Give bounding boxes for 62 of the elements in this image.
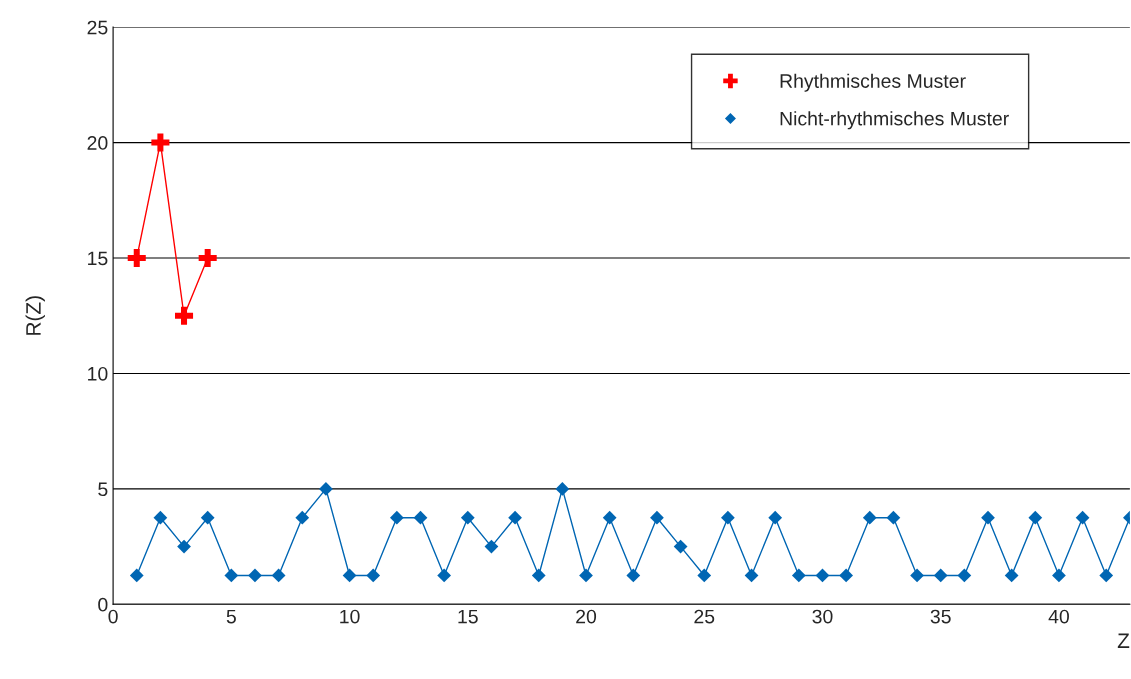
point bbox=[957, 568, 972, 583]
point bbox=[673, 539, 688, 554]
y-tick-label: 10 bbox=[88, 366, 108, 381]
y-tick-label: 20 bbox=[87, 136, 108, 150]
y-tick-label: 5 bbox=[98, 482, 108, 497]
point bbox=[579, 568, 593, 583]
x-tick-label: 35 bbox=[930, 609, 951, 624]
point bbox=[151, 133, 170, 152]
x-tick-label: 40 bbox=[1048, 609, 1069, 624]
point bbox=[1075, 510, 1090, 525]
point bbox=[1099, 568, 1114, 583]
point bbox=[127, 248, 146, 268]
point bbox=[295, 510, 310, 525]
point bbox=[319, 482, 333, 496]
point bbox=[1004, 568, 1019, 583]
y-tick-label: 0 bbox=[98, 597, 108, 612]
x-axis-title: Z bbox=[1117, 633, 1130, 648]
point bbox=[389, 510, 404, 525]
x-tick-label: 5 bbox=[226, 609, 236, 624]
legend-label: Rhythmisches Muster bbox=[780, 73, 966, 92]
point bbox=[910, 568, 924, 583]
point bbox=[177, 539, 191, 554]
point bbox=[791, 568, 806, 583]
point bbox=[200, 510, 215, 525]
point bbox=[460, 510, 475, 525]
point bbox=[413, 510, 428, 525]
point bbox=[721, 510, 735, 525]
y-axis-title: R(Z) bbox=[25, 296, 45, 335]
x-tick-label: 15 bbox=[458, 609, 478, 624]
x-tick-label: 30 bbox=[812, 609, 833, 624]
x-tick-label: 25 bbox=[694, 609, 715, 624]
point bbox=[1028, 510, 1043, 525]
point bbox=[555, 482, 570, 496]
legend-label: Nicht-rhythmisches Muster bbox=[780, 111, 1009, 130]
point bbox=[508, 510, 522, 525]
point bbox=[768, 510, 783, 525]
point bbox=[248, 568, 262, 583]
point bbox=[153, 510, 168, 525]
x-tick-label: 20 bbox=[576, 609, 597, 624]
x-tick-label: 0 bbox=[108, 609, 118, 624]
point bbox=[602, 510, 617, 525]
x-tick-label: 10 bbox=[340, 609, 360, 624]
point bbox=[224, 568, 239, 583]
point bbox=[862, 510, 877, 525]
point bbox=[650, 510, 664, 525]
point bbox=[626, 568, 641, 583]
point bbox=[366, 568, 381, 583]
point bbox=[933, 568, 948, 583]
point bbox=[697, 568, 712, 583]
point bbox=[981, 510, 995, 525]
point bbox=[271, 568, 286, 583]
point bbox=[839, 568, 853, 583]
point bbox=[531, 568, 546, 583]
point bbox=[886, 510, 901, 525]
point bbox=[484, 539, 499, 554]
point bbox=[129, 568, 144, 583]
point bbox=[1052, 568, 1066, 583]
point bbox=[175, 306, 194, 325]
y-tick-label: 15 bbox=[88, 251, 108, 266]
point bbox=[437, 568, 452, 583]
y-tick-label: 25 bbox=[87, 20, 108, 35]
point bbox=[198, 248, 217, 268]
